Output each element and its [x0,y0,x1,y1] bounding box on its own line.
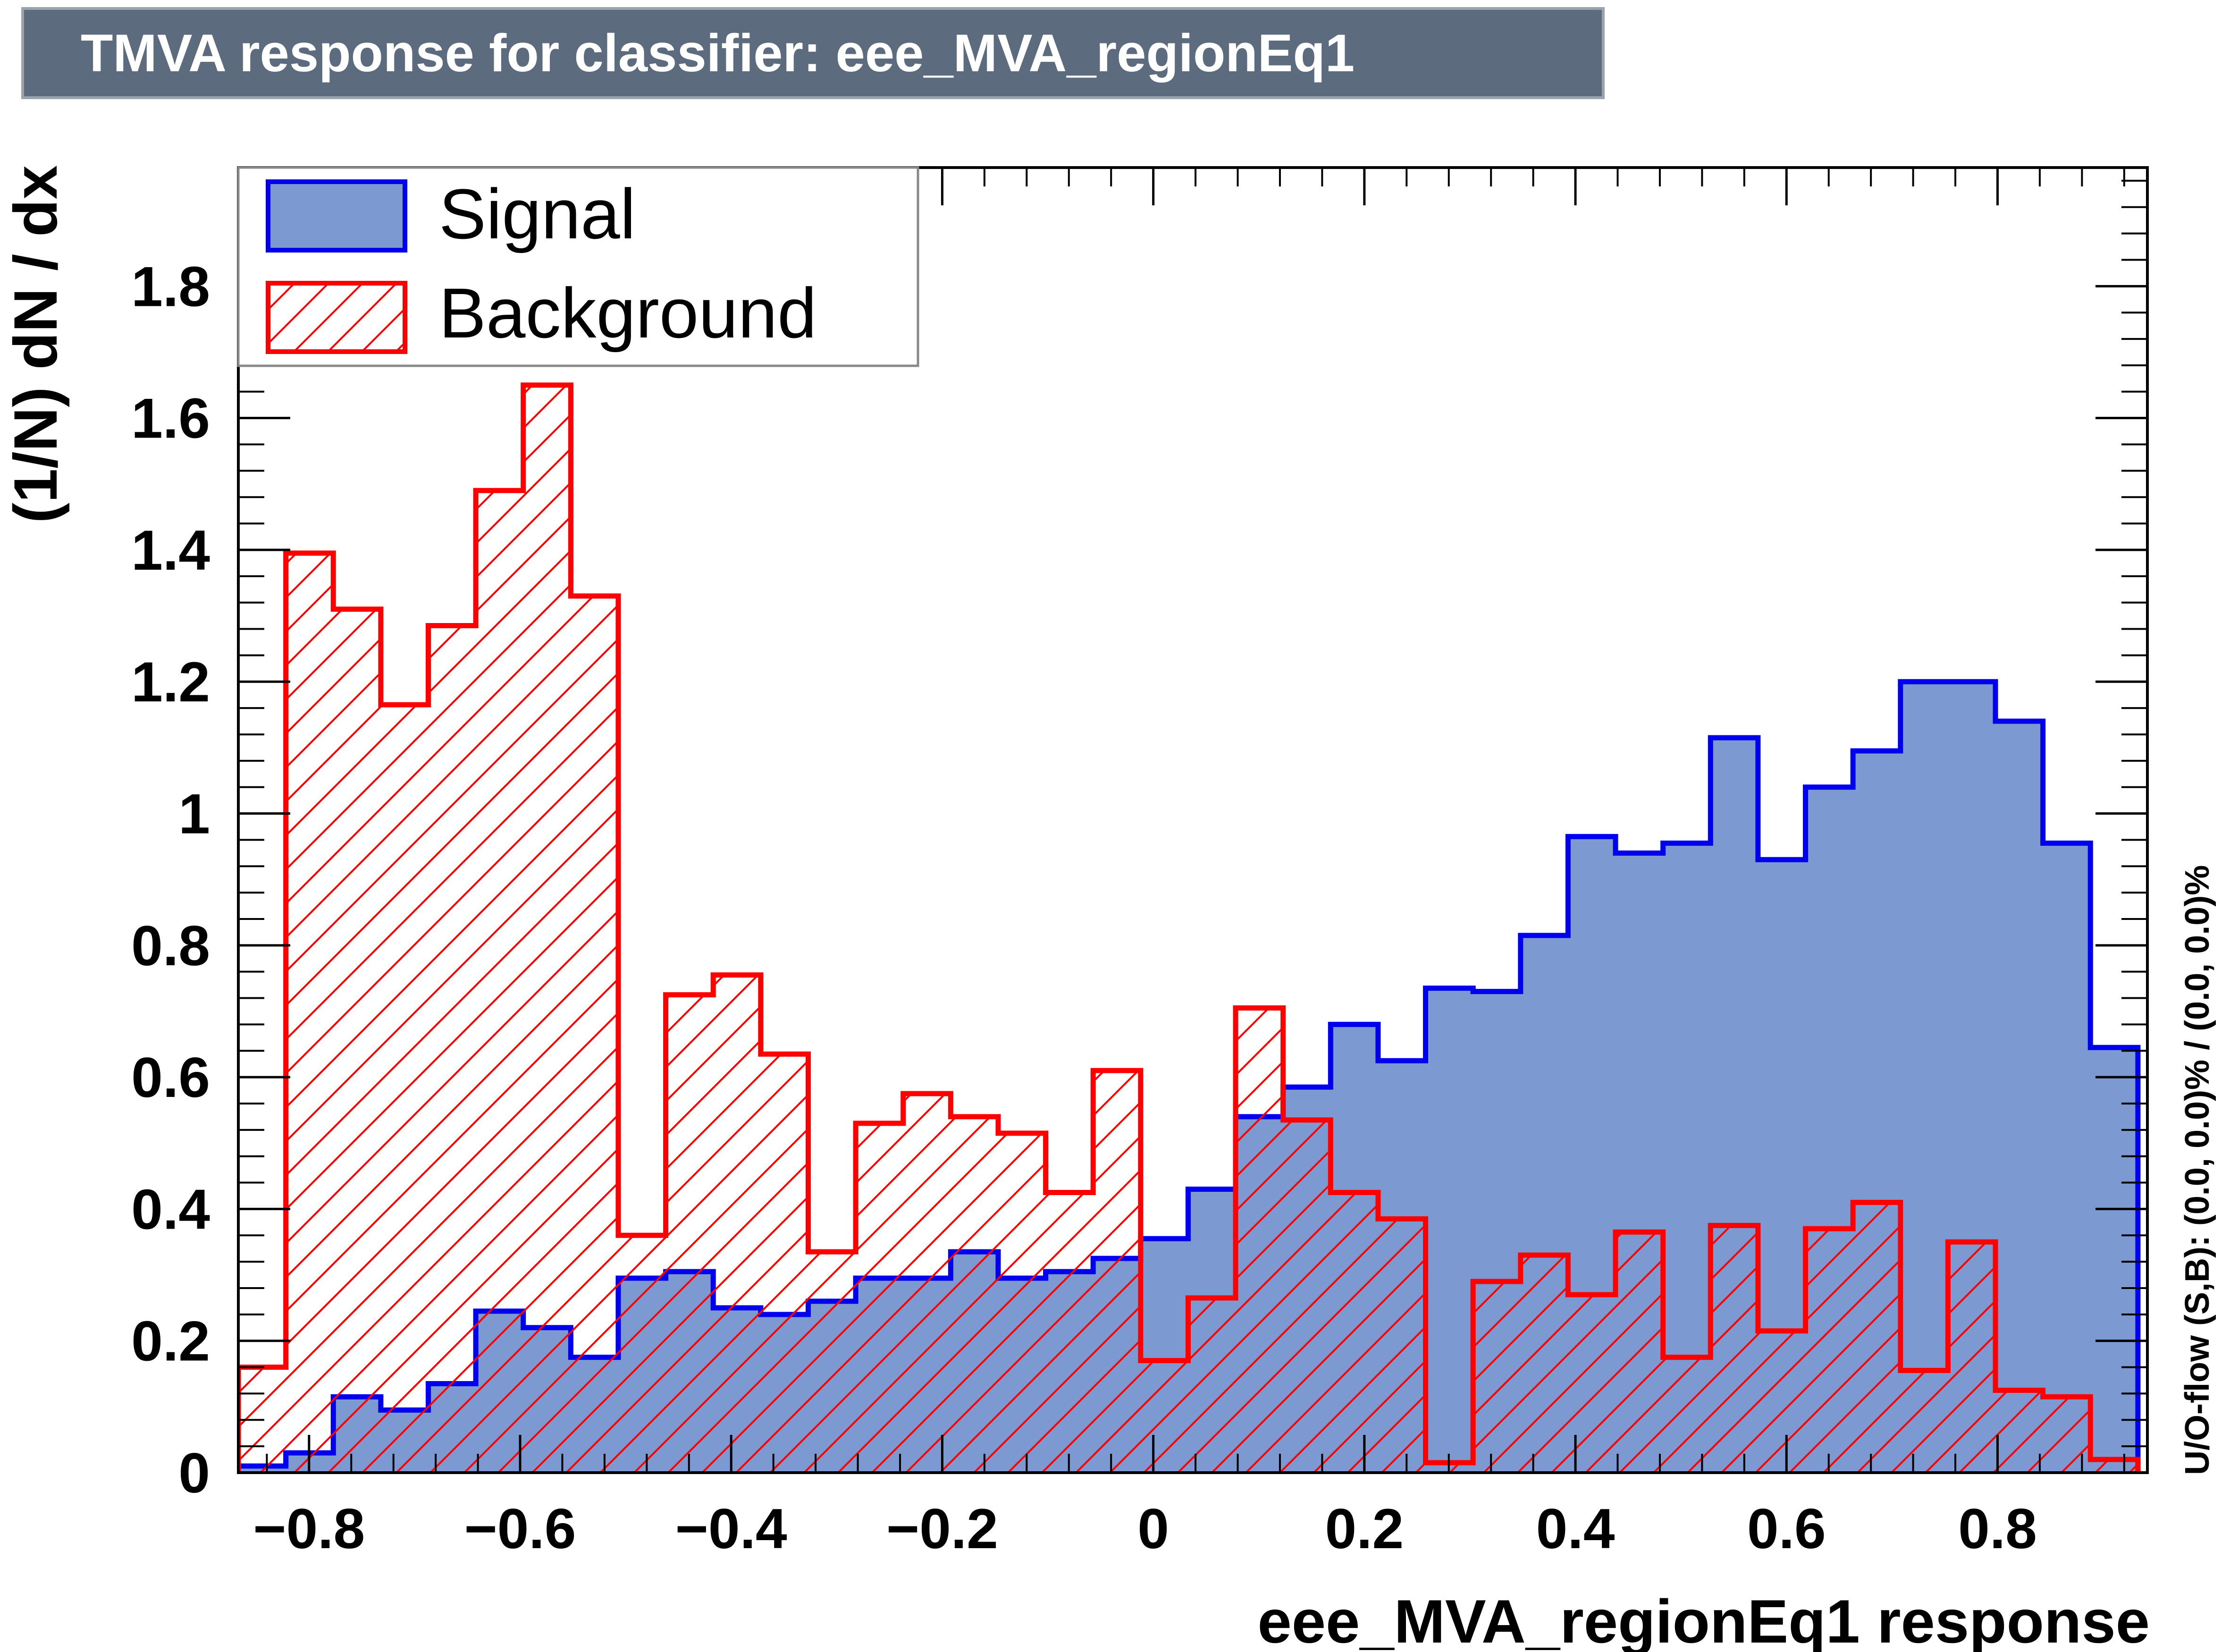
legend-signal-label: Signal [439,174,636,253]
tick-labels: −0.8 −0.6 −0.4 −0.2 0 0.2 0.4 0.6 0.8 0 0.2 0.4 0.6 0… [131,255,2037,1560]
background-bin [1141,1361,1188,1473]
background-bin [1378,1219,1426,1473]
background-bin [476,490,523,1473]
x-tick-label: −0.6 [464,1497,576,1560]
y-tick-label: 1 [178,783,210,846]
x-tick-label: −0.2 [886,1497,998,1560]
signal-bin [1426,988,1473,1473]
background-bin [1710,1225,1758,1473]
background-bin [1663,1357,1711,1473]
background-bin [428,626,476,1473]
signal-bin [1901,682,1948,1473]
x-tick-label: 0 [1137,1497,1169,1560]
x-tick-label: 0.2 [1325,1497,1404,1560]
background-bin [333,609,381,1473]
background-bin [1758,1331,1806,1473]
background-hatch [238,385,2138,1473]
background-bin [2043,1397,2091,1473]
y-tick-label: 1.8 [131,255,210,318]
x-tick-label: −0.4 [675,1497,787,1560]
x-tick-label: 0.6 [1747,1497,1826,1560]
legend-background-swatch [266,281,407,354]
background-outline [238,382,2141,1473]
background-bin [1046,1193,1094,1473]
signal-bin [2043,843,2091,1473]
legend: Signal Background [237,166,919,367]
x-tick-label: −0.8 [253,1497,365,1560]
background-bin [666,995,714,1473]
background-bin [381,705,429,1473]
y-tick-label: 1.2 [131,650,210,714]
background-bin [1806,1229,1853,1473]
y-tick-label: 0.4 [131,1178,210,1241]
background-bin [1948,1242,1995,1473]
background-bin [713,975,761,1473]
background-bin [571,596,618,1473]
y-axis-title: (1/N) dN / dx [1,165,70,523]
background-bin [523,385,571,1473]
y-tick-label: 1.6 [131,387,210,450]
y-tick-label: 0.8 [131,914,210,978]
background-bin [856,1123,903,1473]
signal-bin [1995,721,2043,1473]
background-bin [1473,1281,1521,1473]
background-bin [1188,1298,1236,1473]
background-bin [761,1054,808,1473]
background-bin [618,1235,666,1473]
x-tick-label: 0.4 [1536,1497,1615,1560]
background-bin [951,1117,998,1473]
y-tick-label: 0.6 [131,1046,210,1109]
background-series [238,382,2141,1473]
background-bin [1283,1120,1331,1473]
background-bin [1995,1390,2043,1473]
y-tick-label: 0 [178,1441,210,1505]
plot-frame [237,166,2149,1474]
x-tick-label: 0.8 [1958,1497,2037,1560]
background-bin [1236,1008,1283,1473]
x-axis-title: eee_MVA_regionEq1 response [1257,1587,2150,1652]
histogram-layer [238,382,2141,1473]
background-bin [286,553,334,1473]
signal-bin [2090,1047,2138,1473]
background-bin [1521,1255,1568,1473]
y-tick-label: 1.4 [131,519,210,582]
legend-background-label: Background [439,273,817,353]
background-bin [1901,1371,1948,1473]
background-bin [1330,1193,1378,1473]
background-bin [808,1252,856,1473]
y-tick-label: 0.2 [131,1310,210,1373]
overflow-annotation: U/O-flow (S,B): (0.0, 0.0)% / (0.0, 0.0)… [2179,865,2216,1475]
background-bin [903,1094,951,1473]
chart-title: TMVA response for classifier: eee_MVA_re… [21,7,1605,99]
background-bin [1093,1070,1141,1473]
background-bin [1853,1202,1901,1473]
background-bin [1616,1232,1663,1473]
legend-signal-swatch [266,179,407,253]
background-bin [998,1133,1046,1473]
